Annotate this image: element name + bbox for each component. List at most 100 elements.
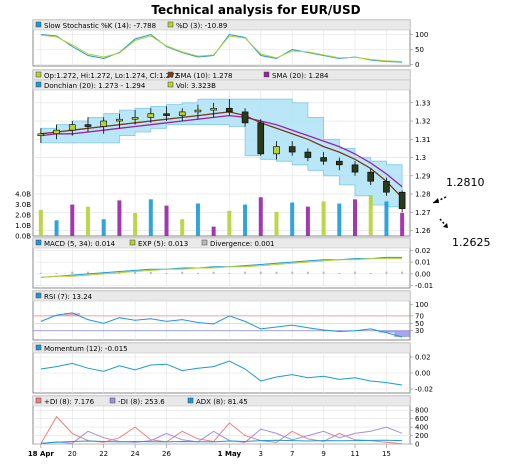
volume-bar [400, 212, 405, 236]
x-axis: 18 Apr 20 22 24 26 1 May 3 7 9 11 15 [28, 444, 391, 458]
adx-di-line [40, 426, 403, 445]
legend-label: EXP (5): 0.013 [138, 240, 188, 248]
x-tick-label: 22 [99, 450, 108, 458]
legend-swatch [35, 397, 42, 404]
legend-label: Slow Stochastic %K (14): -7.788 [44, 22, 156, 30]
legend-label: ADX (8): 81.45 [196, 398, 248, 406]
candle-body [84, 124, 92, 127]
x-tick-label: 1 May [218, 450, 242, 458]
x-tick-label: 20 [68, 450, 77, 458]
candle-body [336, 160, 343, 166]
candle-body [100, 120, 107, 127]
legend-swatch [129, 239, 136, 246]
y-tick-label: 0.00 [415, 270, 431, 278]
volume-bar [274, 211, 279, 236]
volume-bar [117, 200, 122, 236]
y-tick-label: 1.27 [415, 209, 431, 217]
candle-body [351, 164, 359, 173]
y-tick-label: 1.32 [415, 118, 431, 126]
rsi-overbought-fill [64, 312, 81, 316]
y-tick-label: 0.00 [415, 370, 431, 378]
candle-body [163, 113, 170, 116]
legend-label: Donchian (20): 1.273 - 1.294 [44, 82, 146, 90]
volume-tick-label: 2.0B [15, 212, 31, 220]
volume-bar [101, 219, 106, 236]
candle-body [37, 133, 45, 136]
y-tick-label: 1.3 [415, 154, 426, 162]
rsi-oversold-fill [394, 330, 410, 338]
target-lower-label: 1.2625 [452, 236, 491, 249]
y-tick-label: 50 [415, 46, 424, 54]
legend-label: %D (3): -10.89 [176, 22, 227, 30]
volume-bar [70, 204, 75, 236]
volume-bar [243, 204, 248, 236]
candle-body [194, 109, 202, 113]
candle-body [116, 118, 123, 122]
candle-body [257, 122, 265, 155]
target-upper-label: 1.2810 [446, 176, 485, 189]
y-tick-label: 0.02 [415, 247, 431, 255]
legend-swatch [201, 239, 208, 246]
candle-body [320, 157, 327, 162]
legend-label: RSI (7): 13.24 [44, 293, 93, 301]
candle-body [398, 191, 406, 209]
macd-exp-line [40, 258, 403, 278]
legend-swatch [35, 344, 42, 351]
volume-bar [54, 220, 59, 236]
y-tick-label: 1.31 [415, 136, 431, 144]
volume-tick-label: 4.0B [15, 191, 31, 199]
candle-body [226, 107, 233, 113]
candle-body [68, 124, 76, 131]
rsi-line [40, 312, 403, 338]
x-tick-label: 7 [290, 450, 294, 458]
momentum-legend-bar [32, 342, 411, 354]
stochastic-legend-bar [32, 19, 411, 31]
price-target-annotations: 1.2810 1.2625 [432, 176, 491, 249]
legend-swatch [35, 239, 42, 246]
y-tick-label: 600 [415, 415, 428, 423]
volume-bar [337, 203, 342, 236]
legend-swatch [167, 21, 174, 28]
volume-bar [148, 199, 153, 236]
legend-swatch [35, 21, 42, 28]
y-tick-label: 70 [415, 312, 424, 320]
y-tick-label: 0.02 [415, 354, 431, 362]
candle-body [178, 111, 186, 116]
volume-bar [368, 195, 373, 236]
legend-label: Divergence: 0.001 [210, 240, 275, 248]
legend-label: Op:1.272, Hi:1.272, Lo:1.274, Cl:1.272 [44, 72, 179, 80]
adx-di-line [40, 415, 403, 445]
sma20-line [40, 114, 403, 188]
candle-body [241, 111, 249, 124]
volume-bar [353, 199, 358, 236]
y-tick-label: -0.01 [415, 282, 433, 290]
volume-tick-label: 3.0B [15, 201, 31, 209]
x-tick-label: 3 [259, 450, 263, 458]
y-tick-label: 0 [415, 441, 419, 449]
y-tick-label: 0.01 [415, 259, 431, 267]
candle-body [131, 117, 139, 120]
volume-bar [164, 205, 169, 236]
legend-swatch [35, 81, 42, 88]
adx-adx-line [40, 439, 403, 444]
legend-label: MACD (5, 34): 0.014 [44, 240, 116, 248]
volume-bar [85, 206, 90, 236]
y-tick-label: 50 [415, 320, 424, 328]
volume-tick-label: 1.0B [15, 222, 31, 230]
x-tick-label: 9 [321, 450, 325, 458]
y-tick-label: 1.26 [415, 227, 431, 235]
legend-swatch [187, 397, 194, 404]
candle-body [288, 146, 296, 153]
macd-legend-bar [32, 237, 411, 249]
sma10-line [40, 111, 403, 199]
y-tick-label: 1.33 [415, 99, 431, 107]
x-tick-label: 24 [131, 450, 140, 458]
legend-swatch [35, 71, 42, 78]
x-tick-label: 26 [162, 450, 171, 458]
arrow-head-upper-icon [433, 198, 439, 203]
y-tick-label: 30 [415, 327, 424, 335]
y-tick-label: 400 [415, 424, 428, 432]
adx-legend-bar [32, 395, 411, 407]
stochastic-D-line [40, 34, 403, 62]
candle-body [304, 151, 312, 158]
